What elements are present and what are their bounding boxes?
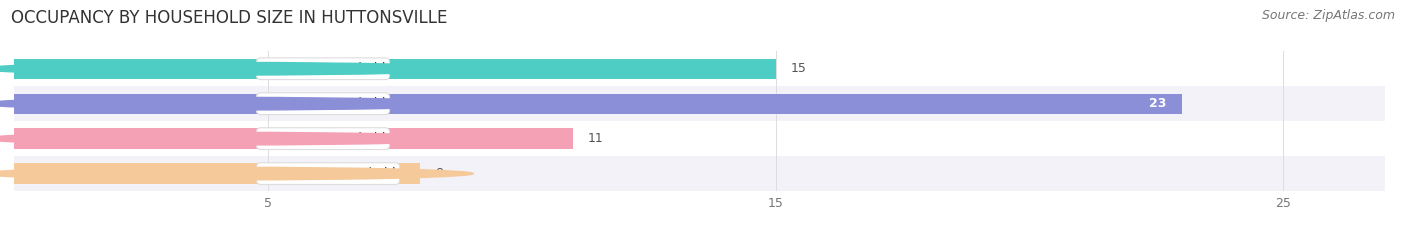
- Text: 15: 15: [790, 62, 807, 75]
- Text: 1-Person Household: 1-Person Household: [262, 62, 385, 75]
- Bar: [14, 93, 1182, 114]
- Text: Source: ZipAtlas.com: Source: ZipAtlas.com: [1261, 9, 1395, 22]
- Text: 23: 23: [1149, 97, 1167, 110]
- Text: 3-Person Household: 3-Person Household: [262, 132, 385, 145]
- Text: 8: 8: [436, 167, 443, 180]
- Bar: [14, 51, 1385, 86]
- Bar: [14, 86, 1385, 121]
- Text: 4+ Person Household: 4+ Person Household: [262, 167, 395, 180]
- Bar: [14, 129, 572, 149]
- Text: 11: 11: [588, 132, 603, 145]
- Circle shape: [0, 132, 474, 145]
- Bar: [14, 121, 1385, 156]
- Text: OCCUPANCY BY HOUSEHOLD SIZE IN HUTTONSVILLE: OCCUPANCY BY HOUSEHOLD SIZE IN HUTTONSVI…: [11, 9, 447, 27]
- Bar: [14, 59, 776, 79]
- Text: 2-Person Household: 2-Person Household: [262, 97, 385, 110]
- Circle shape: [0, 62, 474, 75]
- Bar: [14, 164, 420, 184]
- Bar: [14, 156, 1385, 191]
- Circle shape: [0, 167, 474, 180]
- Circle shape: [0, 97, 474, 110]
